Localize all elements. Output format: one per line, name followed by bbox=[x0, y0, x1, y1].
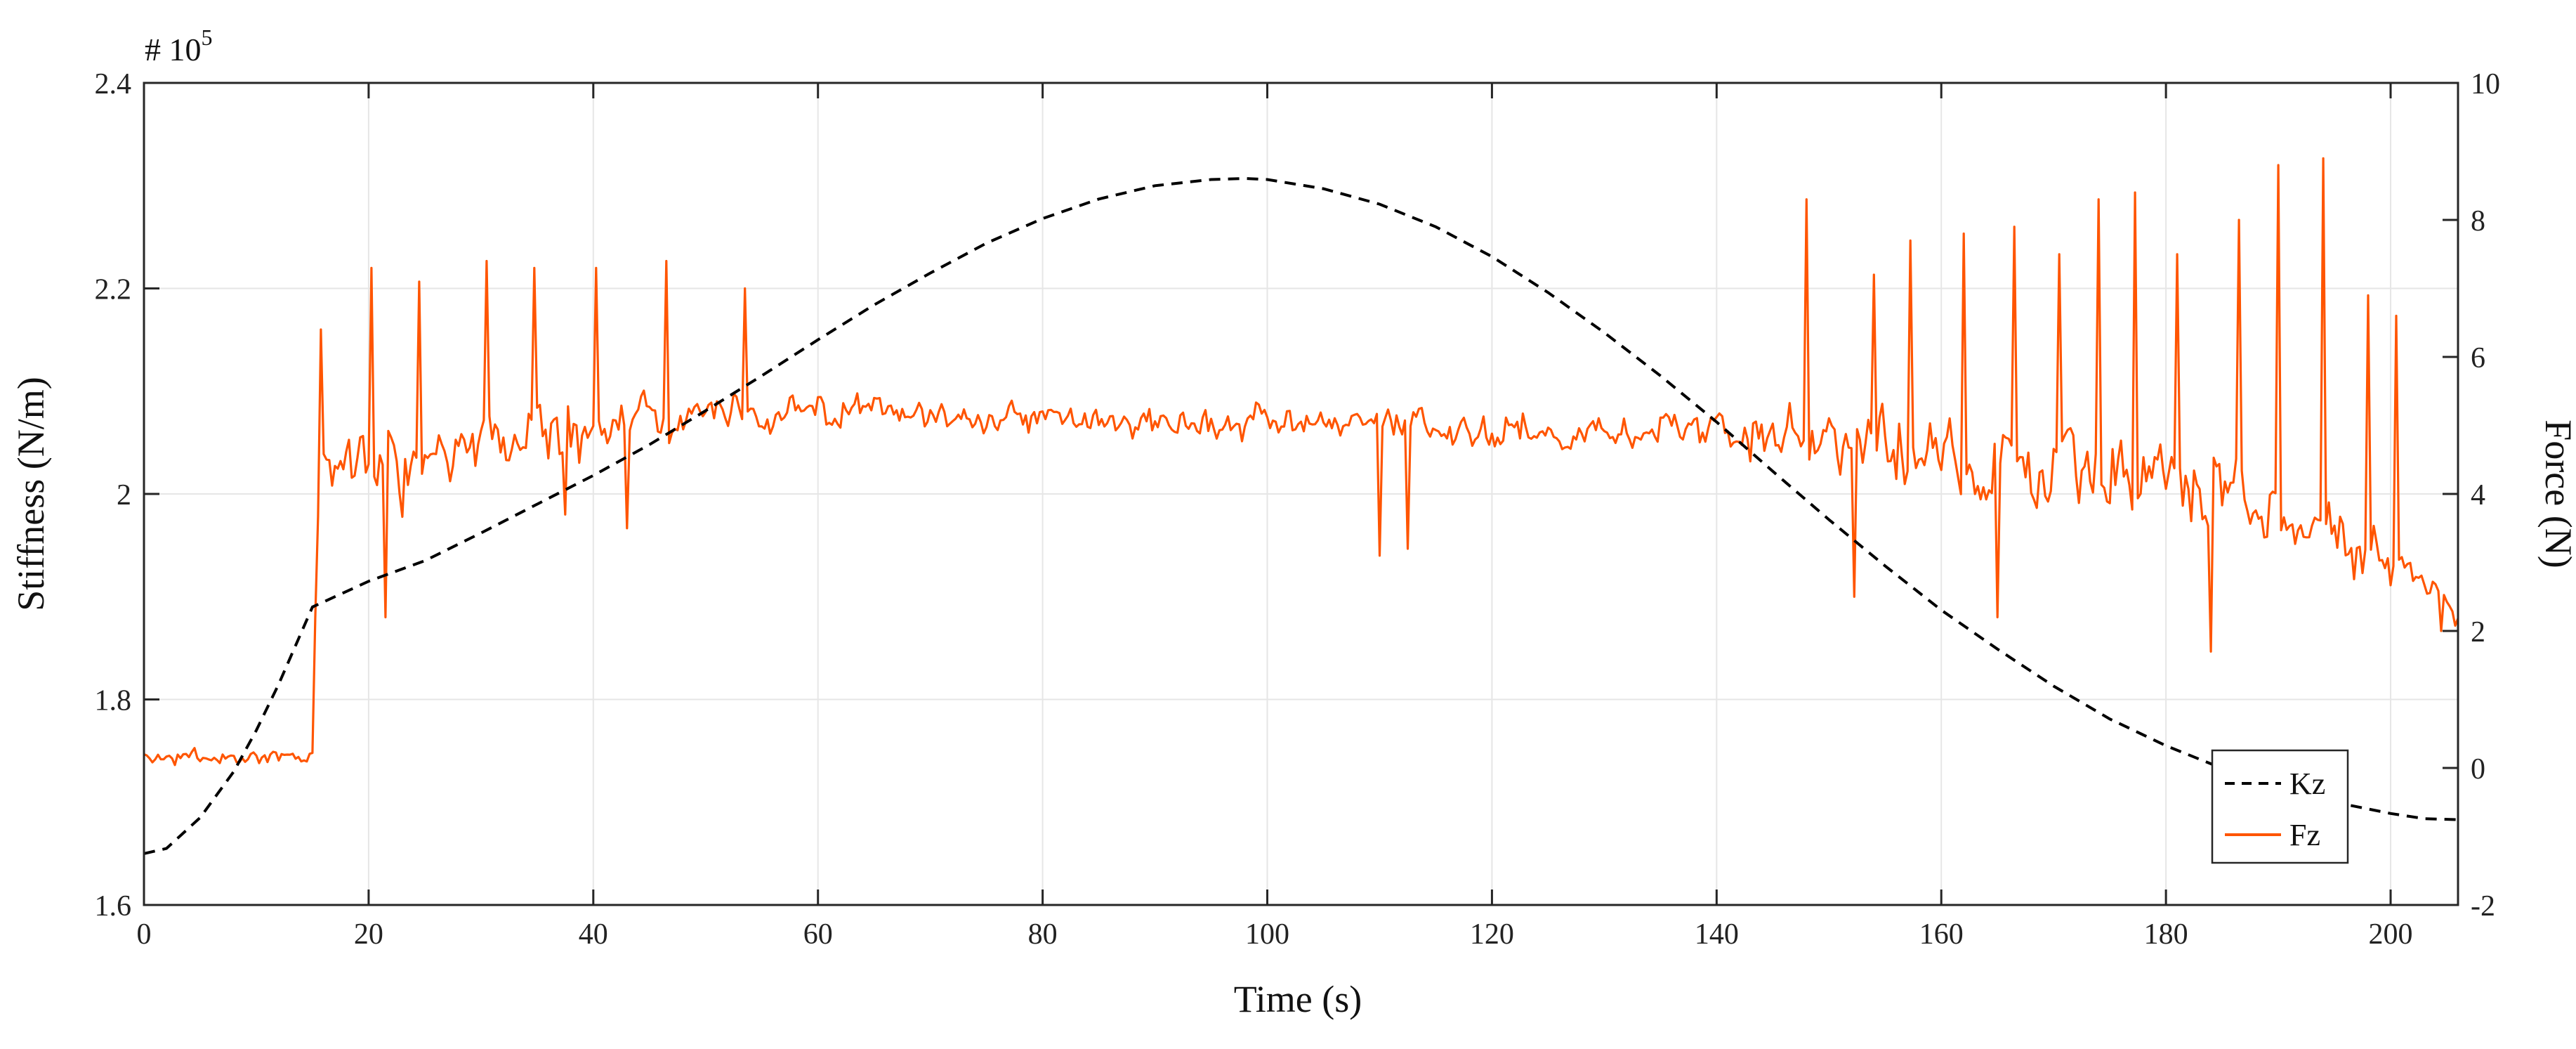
x-tick-label: 0 bbox=[137, 918, 152, 951]
y-left-tick-label: 1.6 bbox=[95, 890, 132, 923]
legend: Kz Fz bbox=[2211, 749, 2349, 864]
x-tick-label: 40 bbox=[579, 918, 608, 951]
x-tick-label: 60 bbox=[803, 918, 833, 951]
y-right-tick-label: -2 bbox=[2471, 890, 2495, 923]
legend-box bbox=[2211, 749, 2349, 864]
legend-fz-label: Fz bbox=[2289, 818, 2320, 852]
y-right-tick-label: 8 bbox=[2471, 205, 2485, 237]
legend-kz-label: Kz bbox=[2289, 767, 2325, 801]
x-tick-label: 140 bbox=[1695, 918, 1739, 951]
y-multiplier-exponent: 5 bbox=[202, 25, 213, 50]
y-multiplier-label: # 105 bbox=[145, 25, 213, 67]
y-left-tick-label: 2.4 bbox=[95, 68, 132, 100]
grid-layer bbox=[143, 83, 2458, 905]
y-right-tick-label: 2 bbox=[2471, 616, 2485, 649]
y-right-tick-label: 6 bbox=[2471, 342, 2485, 374]
y-right-tick-label: 10 bbox=[2471, 68, 2500, 100]
x-axis-label: Time (s) bbox=[1234, 978, 1362, 1020]
y-left-tick-label: 2 bbox=[117, 479, 131, 512]
y-right-tick-label: 4 bbox=[2471, 479, 2485, 512]
series-kz-line bbox=[143, 176, 2459, 855]
x-tick-label: 100 bbox=[1245, 918, 1289, 951]
series-fz-line bbox=[143, 157, 2459, 767]
x-tick-label: 80 bbox=[1028, 918, 1058, 951]
series-layer bbox=[143, 157, 2459, 855]
y-axis-right-label: Force (N) bbox=[2537, 419, 2576, 568]
tick-layer: 0 20 40 60 80 100 120 140 160 180 2001.61.822.22.4… bbox=[95, 68, 2501, 951]
x-tick-label: 180 bbox=[2144, 918, 2188, 951]
y-left-tick-label: 2.2 bbox=[95, 274, 132, 306]
x-tick-label: 120 bbox=[1470, 918, 1514, 951]
y-right-tick-label: 0 bbox=[2471, 753, 2485, 786]
x-tick-label: 20 bbox=[354, 918, 383, 951]
x-tick-label: 200 bbox=[2369, 918, 2413, 951]
y-left-tick-label: 1.8 bbox=[95, 685, 132, 717]
y-axis-left-label: Stiffness (N/m) bbox=[10, 377, 52, 611]
x-tick-label: 160 bbox=[1919, 918, 1964, 951]
